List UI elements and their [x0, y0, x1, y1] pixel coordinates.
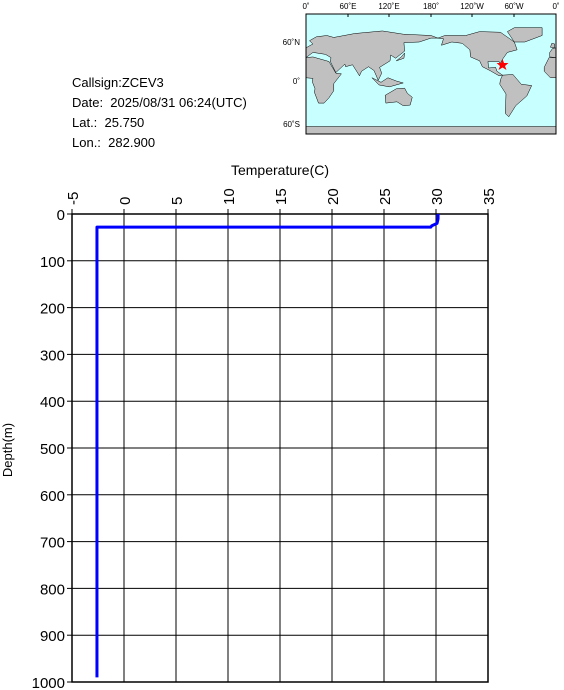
- callsign: Callsign:ZCEV3: [72, 75, 164, 90]
- landmass: [306, 126, 556, 134]
- map-lon-label: 120˚E: [378, 2, 399, 11]
- latitude: Lat.: 25.750: [72, 115, 144, 130]
- landmass: [396, 52, 405, 62]
- x-tick-label: 20: [325, 188, 342, 205]
- y-tick-label: 700: [40, 535, 65, 552]
- landmass: [306, 56, 342, 104]
- map-lon-label: 120˚W: [460, 2, 484, 11]
- map-lat-label: 60˚N: [283, 38, 301, 47]
- map: 0˚ 60˚E 120˚E 180˚ 120˚W 60˚W 0˚ 60˚N 0˚ 60˚S: [283, 2, 560, 135]
- x-axis-label: Temperature(C): [231, 162, 329, 178]
- y-tick-label: 200: [40, 301, 65, 318]
- landmass: [499, 74, 533, 118]
- landmass: [371, 77, 405, 88]
- x-tick-label: 15: [273, 188, 290, 205]
- landmass: [384, 87, 413, 106]
- map-lat-label: 0˚: [293, 77, 300, 86]
- plot: -5 0 5 10 15 20 25 30 35010020030040050060070080…: [32, 188, 498, 690]
- x-tick-label: 25: [377, 188, 394, 205]
- y-tick-label: 1000: [32, 675, 65, 690]
- landmass: [437, 31, 518, 77]
- map-lon-label: 60˚E: [340, 2, 357, 11]
- x-tick-label: 30: [429, 188, 446, 205]
- y-tick-label: 400: [40, 394, 65, 411]
- x-tick-label: 10: [221, 188, 238, 205]
- y-tick-label: 300: [40, 347, 65, 364]
- plot-frame: [71, 213, 489, 683]
- map-lon-label: 0˚: [302, 2, 309, 11]
- y-tick-label: 0: [57, 207, 65, 224]
- map-lon-label: 180˚: [423, 2, 439, 11]
- station-marker: [496, 59, 509, 70]
- date: Date: 2025/08/31 06:24(UTC): [72, 95, 247, 110]
- landmass: [550, 43, 555, 49]
- map-lat-label: 60˚S: [283, 120, 300, 129]
- profile-line: [95, 214, 440, 678]
- landmass: [306, 30, 439, 81]
- x-tick-label: 0: [117, 197, 134, 205]
- y-axis-label: Depth(m): [0, 423, 15, 477]
- y-tick-label: 600: [40, 488, 65, 505]
- y-tick-label: 100: [40, 254, 65, 271]
- landmass: [549, 47, 556, 58]
- y-tick-label: 900: [40, 628, 65, 645]
- map-lon-label: 0˚: [552, 2, 559, 11]
- x-tick-label: 35: [481, 188, 498, 205]
- y-tick-label: 800: [40, 581, 65, 598]
- landmass: [543, 57, 556, 78]
- x-tick-label: 5: [169, 197, 186, 205]
- y-tick-label: 500: [40, 441, 65, 458]
- land: [306, 27, 556, 134]
- x-tick-label: -5: [65, 192, 82, 205]
- landmass: [507, 27, 543, 43]
- map-lon-label: 60˚W: [504, 2, 524, 11]
- longitude: Lon.: 282.900: [72, 135, 155, 150]
